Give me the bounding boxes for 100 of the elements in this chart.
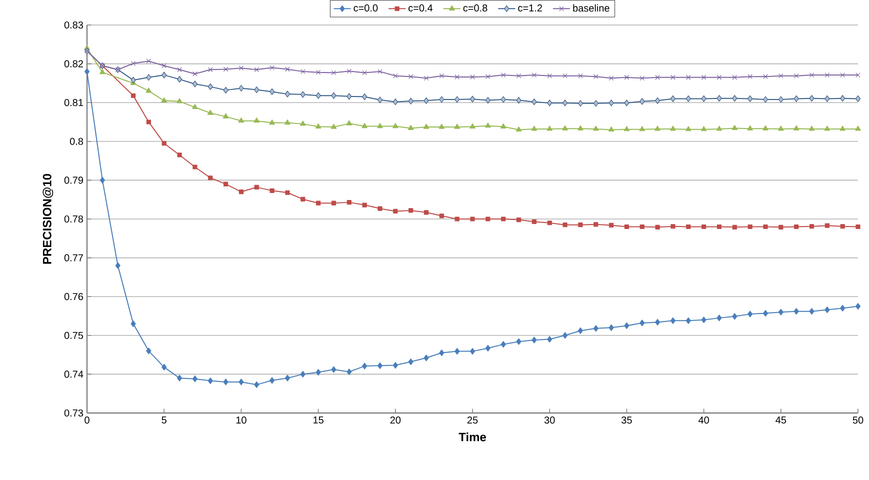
point [146,120,151,124]
point [300,120,306,126]
point [640,76,645,81]
point [824,126,830,131]
point [486,216,490,222]
point [362,93,368,100]
point [223,66,228,72]
point [748,74,752,80]
point [594,222,598,227]
point [378,69,382,74]
x-tick-label: 30 [544,416,555,424]
y-tick-label: 0.83 [64,21,84,29]
x-tick-label: 10 [236,416,246,424]
x-tick-label: 40 [698,416,709,424]
point [747,125,753,130]
point [408,358,414,366]
point [192,164,198,170]
point [84,68,90,75]
point [316,70,321,75]
point [439,73,444,78]
point [362,70,367,76]
point [316,92,321,99]
point [608,76,614,81]
point [546,126,553,131]
point [100,69,106,74]
point [438,124,445,129]
point [716,126,722,131]
point [270,188,274,193]
y-tick-label: 0.73 [64,409,84,417]
point [670,224,676,229]
point [408,74,414,80]
point [655,224,660,230]
point [223,378,228,386]
point [640,224,644,230]
point [748,310,753,318]
point [654,318,660,326]
legend-label: c=0.0 [354,4,378,12]
point [408,98,414,104]
point [162,72,167,78]
point [346,368,352,376]
point [470,123,476,128]
point [454,216,460,222]
point [331,70,336,76]
point [392,122,398,128]
point [192,80,198,88]
point [470,96,476,102]
point [516,338,522,345]
point [608,222,614,228]
point [362,122,368,128]
point [794,95,799,102]
point [330,124,337,129]
point [856,72,860,78]
point [840,224,845,229]
y-tick-label: 0.8 [70,138,84,145]
y-tick-label: 0.78 [64,215,84,223]
point [424,354,429,362]
point [424,76,429,81]
point [578,73,583,78]
point [208,67,213,72]
point [855,126,861,131]
legend-label: c=0.4 [408,4,433,12]
point [162,63,167,68]
point [162,141,166,146]
point [516,217,522,222]
point [547,73,552,78]
point [547,100,552,106]
point [532,336,537,344]
point [732,224,737,230]
point [130,320,136,328]
point [485,96,490,104]
point [115,262,120,269]
point [500,96,506,103]
point [578,327,583,334]
y-tick-label: 0.76 [64,293,84,300]
point [562,100,568,106]
point [176,374,182,382]
point [470,348,476,355]
point [100,176,105,184]
point [223,86,228,94]
point [732,74,738,80]
y-axis-title: PRECISION@10 [42,174,54,264]
point [176,76,182,83]
point [485,344,490,352]
point [762,125,768,130]
point [794,224,799,230]
point [285,190,290,195]
point [439,350,444,356]
point [562,125,568,130]
point [346,68,352,74]
point [331,366,336,373]
point [146,74,152,81]
point [346,200,352,205]
point [392,73,398,78]
point [624,126,630,132]
point [500,123,506,128]
point [578,125,584,130]
point [732,124,738,130]
point [624,322,630,329]
y-tick-label: 0.79 [64,176,84,184]
point [331,200,336,206]
